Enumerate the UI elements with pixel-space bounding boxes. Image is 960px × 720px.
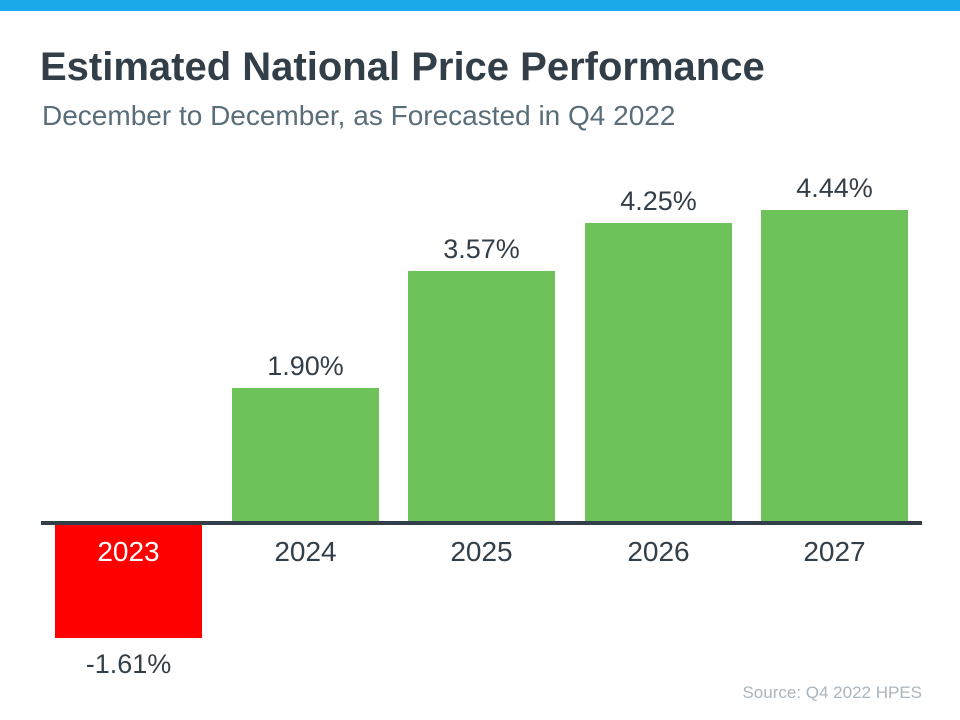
value-label-2025: 3.57% [443, 234, 520, 264]
source-note: Source: Q4 2022 HPES [742, 683, 922, 702]
bar-2027 [761, 210, 908, 521]
value-label-2024: 1.90% [267, 351, 344, 381]
bar-2025 [408, 271, 555, 521]
value-label-2026: 4.25% [620, 186, 697, 216]
bar-2024 [232, 388, 379, 521]
x-axis-line [41, 521, 922, 525]
category-label-2026: 2026 [627, 536, 690, 567]
category-label-2027: 2027 [803, 536, 866, 567]
bar-2026 [585, 223, 732, 521]
bar-2023 [55, 525, 202, 638]
chart-subtitle: December to December, as Forecasted in Q… [42, 100, 676, 131]
chart-title: Estimated National Price Performance [40, 45, 765, 89]
top-accent-bar [0, 0, 960, 11]
category-label-2023: 2023 [97, 536, 160, 567]
category-label-2025: 2025 [450, 536, 513, 567]
value-label-2027: 4.44% [796, 173, 873, 203]
category-label-2024: 2024 [274, 536, 337, 567]
value-label-2023: -1.61% [85, 649, 172, 679]
